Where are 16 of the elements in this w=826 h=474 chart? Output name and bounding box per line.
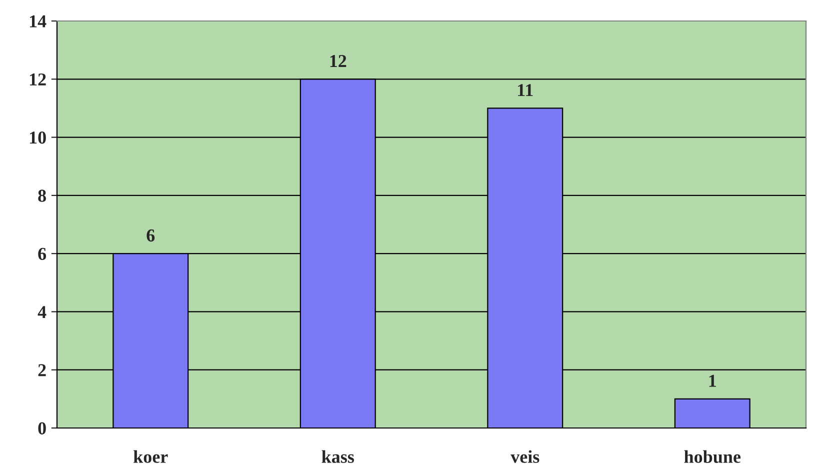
- y-tick-label: 6: [38, 248, 46, 260]
- x-tick-label: koer: [134, 450, 168, 463]
- x-tick-label: hobune: [684, 450, 741, 463]
- x-tick-label: veis: [510, 450, 540, 463]
- data-label: 11: [518, 84, 533, 96]
- y-tick-label: 0: [38, 422, 46, 434]
- y-tick-label: 4: [38, 306, 46, 318]
- y-tick-label: 8: [38, 190, 46, 202]
- y-tick-label: 10: [30, 132, 46, 144]
- y-tick-label: 12: [30, 73, 46, 86]
- y-tick-label: 2: [38, 364, 46, 376]
- y-tick-label: 14: [30, 15, 46, 28]
- data-label: 1: [709, 374, 716, 387]
- x-tick-label: kass: [322, 450, 354, 463]
- data-label: 6: [146, 229, 155, 242]
- data-label: 12: [330, 55, 346, 67]
